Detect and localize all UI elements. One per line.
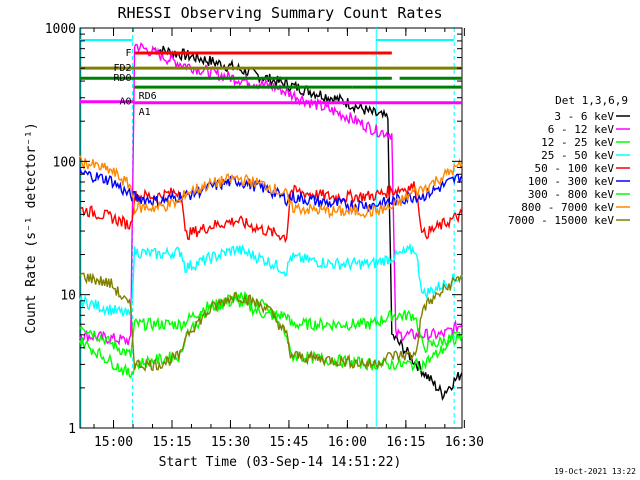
legend-title: Det 1,3,6,9 <box>555 94 628 107</box>
flag-label: RD6 <box>139 91 157 102</box>
series-line <box>153 45 463 401</box>
flag-label: RD0 <box>114 73 132 84</box>
series-line <box>79 296 463 358</box>
y-tick-label: 1000 <box>45 22 76 37</box>
x-tick-label: 15:15 <box>152 435 191 450</box>
legend-label: 300 - 800 keV <box>528 188 614 201</box>
series-line <box>79 155 463 219</box>
x-tick-label: 16:15 <box>386 435 425 450</box>
y-tick-label: 100 <box>53 155 76 170</box>
legend-label: 12 - 25 keV <box>541 136 614 149</box>
y-axis-label: Count Rate (s⁻¹ detector⁻¹) <box>24 122 39 333</box>
legend-label: 3 - 6 keV <box>554 110 614 123</box>
flag-label: A0 <box>120 97 132 108</box>
x-tick-label: 16:00 <box>328 435 367 450</box>
y-axis: 1 10 100 1000 <box>45 22 462 437</box>
legend-label: 100 - 300 keV <box>528 175 614 188</box>
series-line <box>79 290 463 380</box>
x-tick-label: 15:30 <box>211 435 250 450</box>
x-tick-label: 15:00 <box>94 435 133 450</box>
legend-label: 7000 - 15000 keV <box>508 214 614 227</box>
flag-label: F <box>126 48 132 59</box>
x-axis: 15:00 15:15 15:30 15:45 16:00 16:15 16:30 <box>93 28 484 450</box>
timestamp: 19-Oct-2021 13:22 <box>554 467 636 476</box>
y-tick-label: 10 <box>60 289 76 304</box>
x-tick-label: 16:30 <box>445 435 484 450</box>
legend-label: 25 - 50 keV <box>541 149 614 162</box>
series-line <box>79 242 463 317</box>
flag-label: FD2 <box>114 63 132 74</box>
x-tick-label: 15:45 <box>269 435 308 450</box>
flag-label: A1 <box>139 107 151 118</box>
legend-label: 50 - 100 keV <box>535 162 615 175</box>
y-tick-label: 1 <box>68 422 76 437</box>
x-axis-label: Start Time (03-Sep-14 14:51:22) <box>159 455 402 470</box>
legend-label: 800 - 7000 keV <box>521 201 614 214</box>
series-line <box>79 272 463 373</box>
plot-frame <box>79 27 463 429</box>
chart-title: RHESSI Observing Summary Count Rates <box>117 4 442 22</box>
legend-label: 6 - 12 keV <box>548 123 615 136</box>
